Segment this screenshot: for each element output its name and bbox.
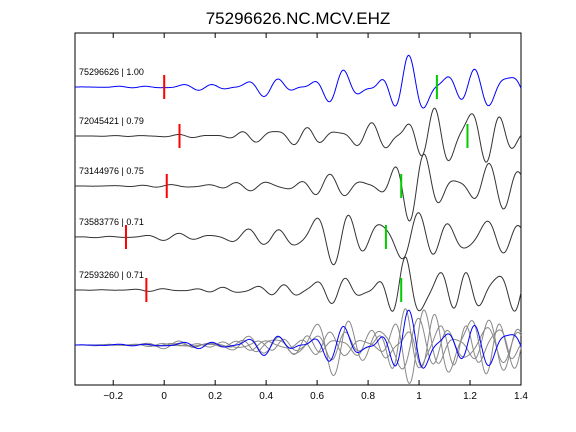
trace-5-label: 72593260 | 0.71 (79, 270, 144, 280)
x-tick-label: 0.4 (259, 391, 273, 402)
x-tick-label: 0.6 (310, 391, 324, 402)
x-tick-label: 1 (416, 391, 422, 402)
stack-trace-1 (74, 309, 522, 369)
x-tick-label: −0.2 (103, 391, 123, 402)
trace-4-waveform (74, 212, 522, 266)
x-tick-label: 0.2 (208, 391, 222, 402)
trace-5-waveform (74, 256, 522, 312)
x-tick-label: 0 (161, 391, 167, 402)
x-tick-label: 0.8 (361, 391, 375, 402)
trace-labels-layer: 75296626 | 1.00 72045421 | 0.79 73144976 |… (79, 67, 144, 280)
trace-2-waveform (74, 107, 522, 163)
trace-3-waveform (74, 153, 522, 222)
x-tick-label: 1.2 (463, 391, 477, 402)
plot-axes-frame (74, 32, 522, 386)
trace-2-label: 72045421 | 0.79 (79, 116, 144, 126)
trace-1-waveform (74, 54, 522, 109)
trace-1-label: 75296626 | 1.00 (79, 67, 144, 77)
trace-3-label: 73144976 | 0.75 (79, 166, 144, 176)
stack-trace-4 (74, 317, 522, 377)
x-tick-label: 1.4 (514, 391, 528, 402)
picks-layer (124, 75, 469, 302)
stack-layer (74, 308, 522, 385)
stack-trace-3 (74, 309, 522, 385)
trace-4-label: 73583776 | 0.71 (79, 217, 144, 227)
chart-title: 75296626.NC.MCV.EHZ (206, 9, 391, 28)
x-axis-ticks: −0.2 0 0.2 0.4 0.6 0.8 1 1.2 1.4 (103, 33, 528, 402)
traces-layer (74, 54, 522, 312)
